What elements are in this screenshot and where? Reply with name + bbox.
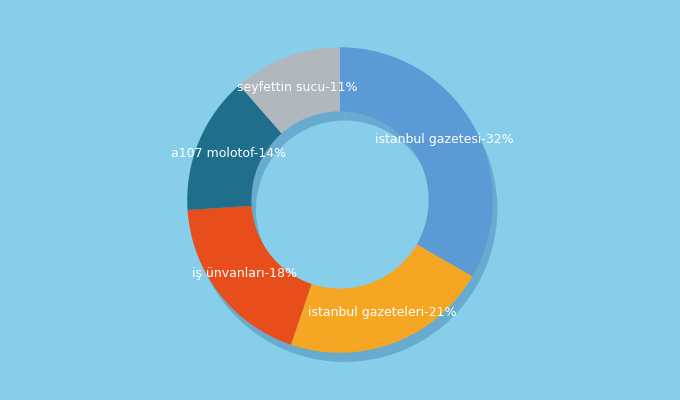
Text: iş ünvanları-18%: iş ünvanları-18% xyxy=(192,267,296,280)
Wedge shape xyxy=(192,215,316,354)
Wedge shape xyxy=(188,206,311,345)
Wedge shape xyxy=(291,244,473,353)
Text: a107 molotof-14%: a107 molotof-14% xyxy=(171,147,286,160)
Wedge shape xyxy=(244,56,345,142)
Wedge shape xyxy=(340,47,493,276)
Wedge shape xyxy=(296,254,477,362)
Wedge shape xyxy=(187,85,282,210)
Wedge shape xyxy=(239,47,340,133)
Text: seyfettin sucu-11%: seyfettin sucu-11% xyxy=(237,80,358,94)
Text: istanbul gazeteleri-21%: istanbul gazeteleri-21% xyxy=(308,306,457,320)
Wedge shape xyxy=(192,94,286,219)
Text: istanbul gazetesi-32%: istanbul gazetesi-32% xyxy=(375,133,514,146)
Wedge shape xyxy=(345,56,497,286)
